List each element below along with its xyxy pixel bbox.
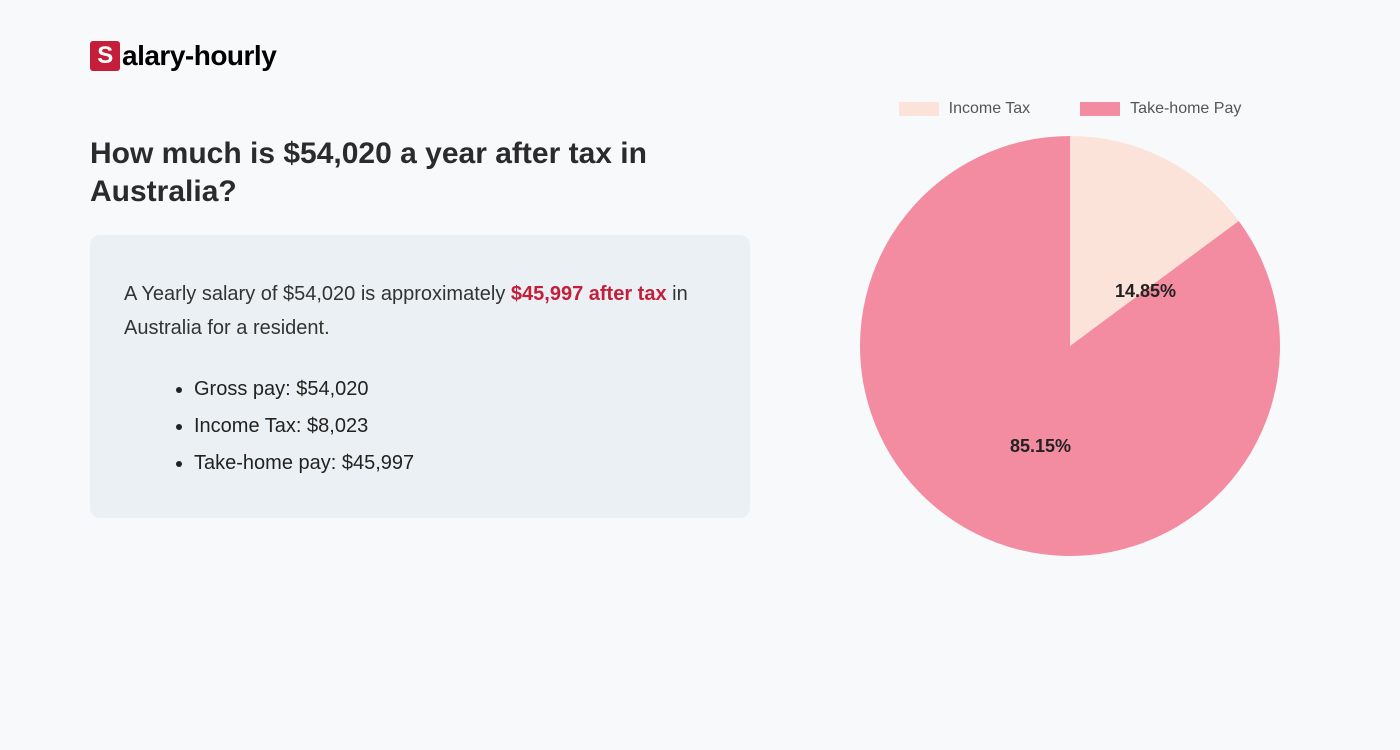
summary-prefix: A Yearly salary of $54,020 is approximat… [124, 283, 511, 305]
bullet-take-home: Take-home pay: $45,997 [194, 445, 716, 482]
page-title: How much is $54,020 a year after tax in … [90, 135, 730, 210]
pie-chart-area: Income Tax Take-home Pay 14.85% 85.15% [830, 100, 1310, 660]
legend-swatch-income-tax [899, 102, 939, 116]
summary-box: A Yearly salary of $54,020 is approximat… [90, 235, 750, 518]
site-logo: Salary-hourly [90, 40, 276, 72]
pie-chart: 14.85% 85.15% [860, 136, 1280, 556]
pie-svg [860, 136, 1280, 556]
legend-label-take-home: Take-home Pay [1130, 100, 1241, 118]
legend-label-income-tax: Income Tax [949, 100, 1031, 118]
slice-label-take-home: 85.15% [1010, 436, 1071, 457]
logo-text: alary-hourly [122, 40, 276, 72]
summary-sentence: A Yearly salary of $54,020 is approximat… [124, 277, 716, 345]
slice-label-income-tax: 14.85% [1115, 281, 1176, 302]
bullet-income-tax: Income Tax: $8,023 [194, 408, 716, 445]
legend-item-take-home: Take-home Pay [1080, 100, 1241, 118]
bullet-gross-pay: Gross pay: $54,020 [194, 371, 716, 408]
legend-swatch-take-home [1080, 102, 1120, 116]
summary-highlight: $45,997 after tax [511, 283, 667, 305]
summary-bullets: Gross pay: $54,020 Income Tax: $8,023 Ta… [124, 371, 716, 482]
logo-badge: S [90, 41, 120, 71]
chart-legend: Income Tax Take-home Pay [830, 100, 1310, 118]
legend-item-income-tax: Income Tax [899, 100, 1031, 118]
